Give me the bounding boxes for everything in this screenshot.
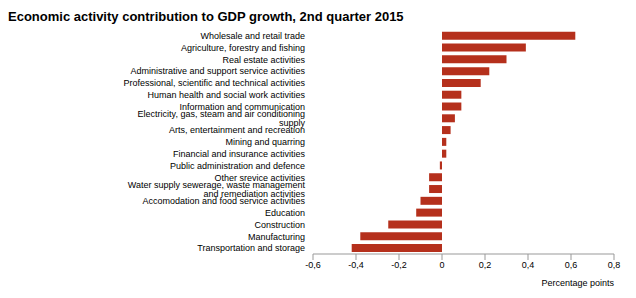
svg-text:Wholesale and retail trade: Wholesale and retail trade	[200, 31, 305, 41]
svg-text:Real estate activities: Real estate activities	[222, 55, 305, 65]
svg-text:Financial and insurance activi: Financial and insurance activities	[173, 149, 306, 159]
svg-text:Transportation and storage: Transportation and storage	[197, 243, 305, 253]
svg-text:Human health and social work a: Human health and social work activities	[147, 90, 305, 100]
svg-text:0,6: 0,6	[565, 260, 578, 270]
svg-text:-0,4: -0,4	[348, 260, 364, 270]
svg-text:0,8: 0,8	[608, 260, 621, 270]
svg-text:0,4: 0,4	[522, 260, 535, 270]
svg-text:Administrative and support ser: Administrative and support service activ…	[130, 66, 305, 76]
svg-text:Public administration and defe: Public administration and defence	[170, 161, 305, 171]
svg-text:Mining and quarring: Mining and quarring	[225, 137, 305, 147]
svg-text:Education: Education	[265, 208, 305, 218]
svg-text:Arts, entertainment and recrea: Arts, entertainment and recreation	[169, 125, 305, 135]
svg-text:Agriculture, forestry and fish: Agriculture, forestry and fishing	[181, 43, 305, 53]
svg-text:-0,2: -0,2	[391, 260, 407, 270]
svg-text:0,2: 0,2	[479, 260, 492, 270]
svg-text:Professional, scientific and t: Professional, scientific and technical a…	[123, 78, 305, 88]
svg-text:Construction: Construction	[254, 220, 305, 230]
svg-text:Accomodation and food service: Accomodation and food service activities	[142, 196, 305, 206]
svg-text:-0,6: -0,6	[305, 260, 321, 270]
svg-text:0: 0	[439, 260, 444, 270]
svg-text:Percentage points: Percentage points	[541, 278, 614, 288]
svg-text:Manufacturing: Manufacturing	[248, 232, 305, 242]
